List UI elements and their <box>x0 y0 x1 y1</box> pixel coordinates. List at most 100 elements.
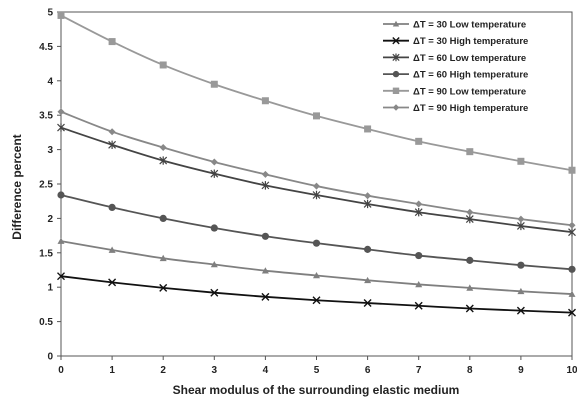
y-tick-label: 1.5 <box>39 248 53 259</box>
data-point-diamond <box>313 182 320 190</box>
y-axis-title: Difference percent <box>10 134 24 239</box>
axes: 0 0.5 1 1.5 2 2.5 3 3.5 4 4.5 5 0 1 2 3 4 5 6 7 8 9 10 <box>39 8 577 377</box>
data-point-triangle <box>261 267 269 274</box>
y-tick-label: 2.5 <box>39 180 53 191</box>
x-tick-label: 6 <box>365 365 371 376</box>
data-point-triangle <box>159 254 167 262</box>
data-point-triangle <box>517 287 525 295</box>
y-tick-label: 0.5 <box>39 317 53 328</box>
data-point-triangle <box>364 276 372 284</box>
series-2 <box>57 272 576 317</box>
data-point-x <box>414 301 423 310</box>
data-point-x <box>261 292 270 301</box>
y-tick-label: 1 <box>47 283 53 294</box>
data-point-star <box>108 140 117 149</box>
x-tick-label: 9 <box>518 365 524 376</box>
series-group <box>57 11 576 317</box>
data-point-x <box>159 283 168 292</box>
legend: ΔT = 30 Low temperature ΔT = 30 High temp… <box>383 20 528 114</box>
data-point-square <box>57 11 65 19</box>
data-point-star <box>392 53 400 62</box>
legend-label: ΔT = 30 High temperature <box>413 36 528 47</box>
legend-item: ΔT = 90 Low temperature <box>383 86 526 97</box>
x-tick-label: 5 <box>314 365 320 376</box>
x-tick-label: 1 <box>109 365 115 376</box>
data-point-diamond <box>261 170 269 178</box>
data-point-diamond <box>415 200 423 208</box>
data-point-circle <box>517 261 525 269</box>
y-tick-label: 4.5 <box>39 42 53 53</box>
data-point-square <box>568 166 576 174</box>
series-5 <box>57 11 576 174</box>
data-point-diamond <box>364 192 372 200</box>
data-point-circle <box>312 239 321 247</box>
legend-label: ΔT = 90 High temperature <box>413 103 528 114</box>
data-point-x <box>363 299 372 308</box>
y-tick-label: 5 <box>47 8 53 19</box>
data-point-star <box>312 190 321 200</box>
y-tick-label: 4 <box>47 76 53 87</box>
data-point-x <box>516 306 525 315</box>
data-point-x <box>392 37 400 45</box>
data-point-star <box>159 156 168 165</box>
data-point-triangle <box>313 272 320 279</box>
data-point-star <box>516 221 525 231</box>
y-tick-label: 3.5 <box>39 111 53 122</box>
data-point-triangle <box>466 284 474 291</box>
data-point-diamond <box>517 215 525 223</box>
y-tick-label: 3 <box>47 145 53 156</box>
x-tick-label: 7 <box>416 365 422 376</box>
legend-item: ΔT = 30 Low temperature <box>383 20 526 31</box>
x-tick-label: 0 <box>58 365 64 376</box>
data-point-diamond <box>466 208 474 216</box>
data-point-square <box>261 97 269 105</box>
legend-label: ΔT = 60 High temperature <box>413 70 528 81</box>
legend-item: ΔT = 30 High temperature <box>383 36 528 47</box>
y-tick-label: 0 <box>47 352 53 363</box>
series-line <box>60 110 573 227</box>
series-1 <box>57 237 576 297</box>
data-point-circle <box>364 245 372 253</box>
series-4 <box>57 191 576 273</box>
data-point-circle <box>261 232 269 240</box>
data-point-triangle <box>210 260 218 268</box>
data-point-circle <box>159 214 167 222</box>
data-point-square <box>517 157 525 165</box>
data-point-circle <box>568 265 576 273</box>
data-point-circle <box>57 191 65 199</box>
series-6 <box>57 108 576 229</box>
legend-label: ΔT = 60 Low temperature <box>413 53 526 64</box>
data-point-diamond <box>568 221 576 229</box>
data-point-square <box>466 148 474 156</box>
data-point-triangle <box>415 280 423 288</box>
data-point-diamond <box>159 144 167 152</box>
legend-item: ΔT = 60 Low temperature <box>383 53 526 64</box>
data-point-square <box>313 112 320 120</box>
x-tick-label: 8 <box>467 365 473 376</box>
x-tick-label: 2 <box>160 365 166 376</box>
data-point-star <box>57 123 65 132</box>
data-point-diamond <box>108 128 116 136</box>
data-point-star <box>568 227 576 237</box>
legend-item: ΔT = 90 High temperature <box>383 103 528 114</box>
data-point-star <box>261 181 270 190</box>
data-point-x <box>108 278 117 287</box>
data-point-circle <box>108 203 116 211</box>
data-point-square <box>364 125 372 133</box>
data-point-square <box>210 80 218 88</box>
data-point-star <box>363 199 372 209</box>
legend-label: ΔT = 90 Low temperature <box>413 86 526 97</box>
data-point-circle <box>415 251 423 260</box>
x-axis-title: Shear modulus of the surrounding elastic… <box>173 383 460 397</box>
data-point-x <box>312 296 321 305</box>
y-tick-label: 2 <box>47 214 53 225</box>
legend-item: ΔT = 60 High temperature <box>383 70 528 81</box>
series-3 <box>57 123 576 237</box>
data-point-diamond <box>210 158 218 166</box>
x-tick-label: 3 <box>212 365 218 376</box>
x-tick-label: 10 <box>566 365 577 376</box>
data-point-x <box>210 288 219 297</box>
x-tick-label: 4 <box>263 365 269 376</box>
legend-label: ΔT = 30 Low temperature <box>413 20 526 31</box>
